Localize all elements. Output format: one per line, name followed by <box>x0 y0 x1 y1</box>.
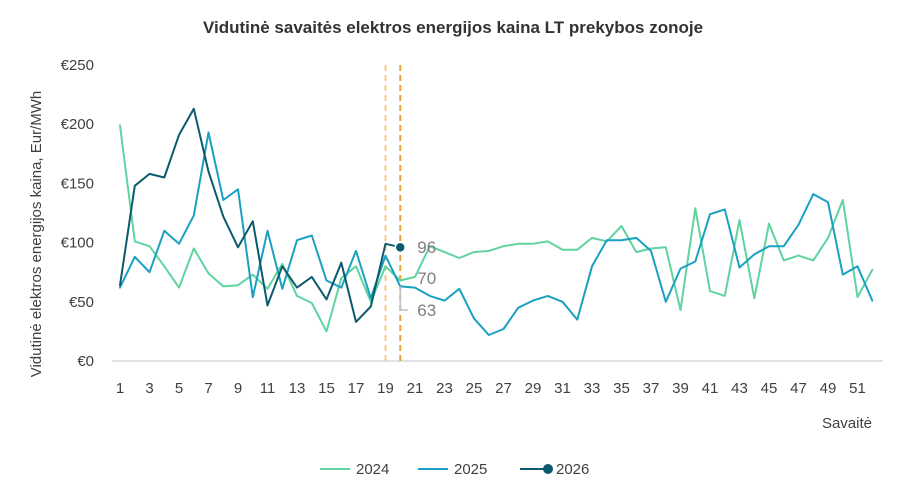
x-tick-label: 45 <box>761 380 778 397</box>
x-axis-label: Savaitė <box>822 415 872 432</box>
legend-label-2024: 2024 <box>356 461 389 478</box>
x-tick-label: 49 <box>820 380 837 397</box>
x-tick-label: 47 <box>790 380 807 397</box>
x-tick-label: 3 <box>145 380 153 397</box>
x-tick-label: 43 <box>731 380 748 397</box>
x-tick-label: 13 <box>289 380 306 397</box>
x-tick-label: 21 <box>407 380 424 397</box>
x-tick-label: 33 <box>584 380 601 397</box>
x-tick-label: 31 <box>554 380 571 397</box>
y-axis-label: Vidutinė elektros energijos kaina, Eur/M… <box>28 91 45 378</box>
legend-marker-2026 <box>543 464 553 474</box>
y-tick-label: €0 <box>77 353 94 370</box>
y-tick-label: €50 <box>69 294 94 311</box>
y-tick-label: €200 <box>61 116 94 133</box>
x-tick-label: 35 <box>613 380 630 397</box>
x-tick-label: 29 <box>525 380 542 397</box>
x-tick-label: 23 <box>436 380 453 397</box>
legend-label-2025: 2025 <box>454 461 487 478</box>
y-tick-label: €150 <box>61 175 94 192</box>
x-tick-label: 27 <box>495 380 512 397</box>
x-tick-label: 39 <box>672 380 689 397</box>
value-label-2026: 96 <box>417 238 436 257</box>
value-label-2025: 63 <box>417 301 436 320</box>
x-tick-label: 15 <box>318 380 335 397</box>
series-line-2026 <box>119 107 402 323</box>
x-tick-label: 7 <box>204 380 212 397</box>
series-line-2025 <box>119 131 874 336</box>
legend-label-2026: 2026 <box>556 461 589 478</box>
x-tick-label: 1 <box>116 380 124 397</box>
x-tick-label: 19 <box>377 380 394 397</box>
value-label-2024: 70 <box>417 269 436 288</box>
legend: 2024 2025 2026 <box>320 461 589 478</box>
x-tick-label: 51 <box>849 380 866 397</box>
x-tick-label: 41 <box>702 380 719 397</box>
series-end-marker-2026 <box>394 241 406 254</box>
x-tick-label: 9 <box>234 380 242 397</box>
x-tick-label: 5 <box>175 380 183 397</box>
y-tick-label: €100 <box>61 235 94 252</box>
x-tick-label: 25 <box>466 380 483 397</box>
y-tick-label: €250 <box>61 57 94 74</box>
chart-title: Vidutinė savaitės elektros energijos kai… <box>203 18 703 37</box>
series-line-2024 <box>119 124 874 333</box>
x-tick-label: 37 <box>643 380 660 397</box>
x-tick-label: 17 <box>348 380 365 397</box>
x-tick-label: 11 <box>260 380 276 397</box>
value-label-leader <box>399 286 409 311</box>
